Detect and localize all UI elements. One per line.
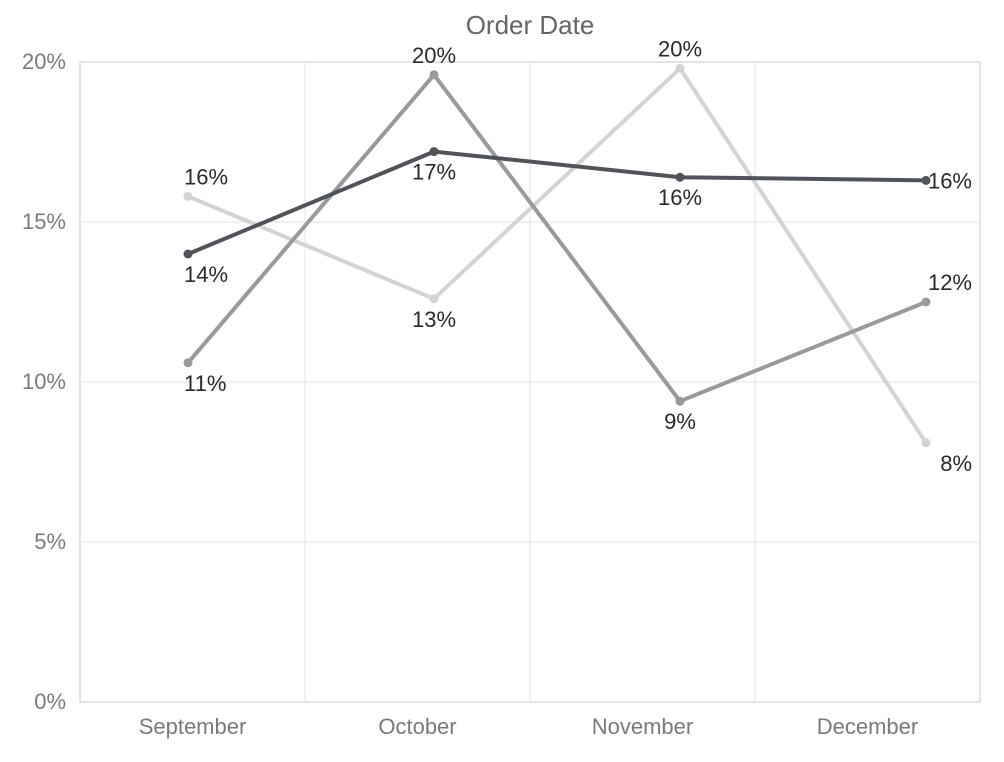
data-label-series_dark: 17% — [412, 160, 456, 185]
data-label-series_dark: 14% — [184, 262, 228, 287]
y-tick-label: 20% — [22, 49, 66, 74]
data-label-series_dark: 16% — [928, 168, 972, 193]
marker-series_dark — [676, 173, 685, 182]
marker-series_light — [430, 294, 439, 303]
data-label-series_light: 8% — [940, 451, 972, 476]
marker-series_mid — [922, 298, 931, 307]
data-label-series_mid: 12% — [928, 270, 972, 295]
marker-series_dark — [430, 147, 439, 156]
x-tick-label: October — [378, 714, 456, 739]
marker-series_mid — [676, 397, 685, 406]
data-label-series_mid: 11% — [184, 371, 226, 396]
chart-svg: 0% 5% 10% 15% 20% September October November Dec… — [0, 0, 1004, 762]
chart-title: Order Date — [466, 10, 595, 40]
data-label-series_light: 13% — [412, 307, 456, 332]
data-label-series_light: 20% — [658, 36, 702, 61]
data-label-series_mid: 9% — [664, 409, 696, 434]
y-tick-label: 0% — [34, 689, 66, 714]
marker-series_mid — [184, 358, 193, 367]
marker-series_dark — [184, 250, 193, 259]
data-label-series_light: 16% — [184, 164, 228, 189]
y-tick-label: 10% — [22, 369, 66, 394]
line-chart: 0% 5% 10% 15% 20% September October November Dec… — [0, 0, 1004, 762]
marker-series_light — [922, 438, 931, 447]
marker-series_light — [676, 64, 685, 73]
x-tick-label: November — [592, 714, 693, 739]
x-tick-label: September — [139, 714, 247, 739]
marker-series_mid — [430, 70, 439, 79]
y-tick-label: 15% — [22, 209, 66, 234]
marker-series_light — [184, 192, 193, 201]
y-tick-label: 5% — [34, 529, 66, 554]
x-tick-label: December — [817, 714, 918, 739]
data-label-series_dark: 16% — [658, 185, 702, 210]
data-label-series_mid: 20% — [412, 43, 456, 68]
